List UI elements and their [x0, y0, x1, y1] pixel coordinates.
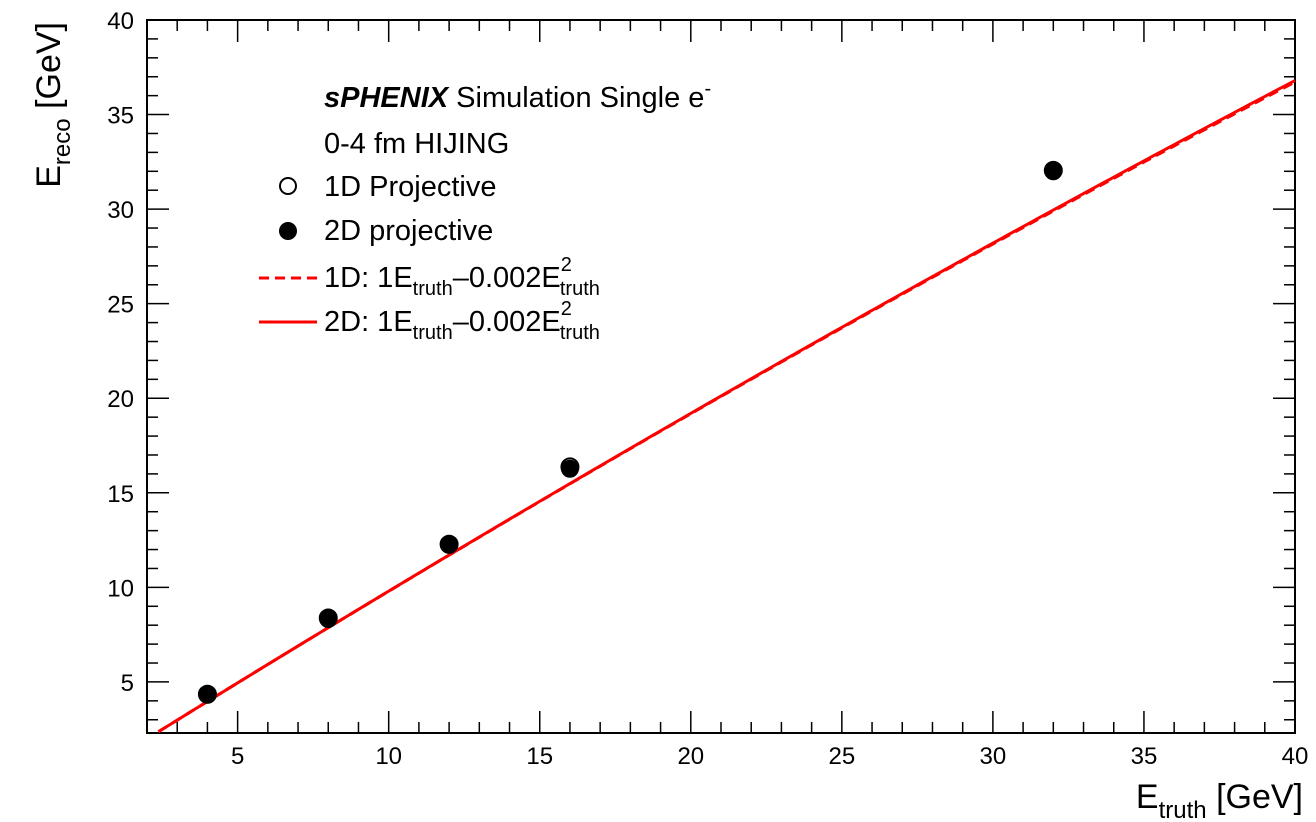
plot-area [157, 79, 1296, 733]
annotation-line1: sPHENIX Simulation Single e- [324, 78, 711, 114]
legend-label-1d: 1D Projective [324, 171, 496, 203]
data-point-2d [560, 459, 579, 478]
x-tick-label: 5 [231, 743, 244, 770]
x-tick-label: 20 [677, 743, 704, 770]
x-tick-label: 25 [828, 743, 855, 770]
series-2d-points [198, 162, 1063, 704]
data-point-2d [198, 685, 217, 704]
legend-marker-1d [279, 177, 297, 195]
y-tick-label: 30 [107, 197, 134, 224]
y-tick-label: 15 [107, 481, 134, 508]
fit-curve-2d [157, 79, 1296, 733]
legend-label-2d-fit: 2D: 1Etruth–0.002E2 truth [324, 298, 600, 344]
legend-label-2d: 2D projective [324, 215, 493, 247]
y-tick-label: 40 [107, 8, 134, 35]
y-tick-label: 25 [107, 292, 134, 319]
x-tick-label: 40 [1282, 743, 1309, 770]
legend-marker-2d [279, 222, 297, 240]
data-point-2d [440, 535, 459, 554]
legend: 1D Projective 2D projective 1D: 1Etruth–… [259, 171, 600, 344]
plot-frame [146, 19, 1296, 734]
annotation-line2: 0-4 fm HIJING [324, 128, 509, 160]
axis-ticks [146, 19, 1296, 733]
data-point-2d [319, 609, 338, 628]
y-tick-label: 35 [107, 103, 134, 130]
x-tick-label: 10 [375, 743, 402, 770]
data-point-2d [1044, 162, 1063, 181]
x-axis-title: Etruth [GeV] [1136, 778, 1303, 822]
y-tick-label: 10 [107, 575, 134, 602]
y-axis-title: Ereco [GeV] [30, 22, 76, 188]
x-tick-label: 15 [526, 743, 553, 770]
y-tick-labels: 5 10 15 20 25 30 35 40 [107, 8, 134, 697]
y-tick-label: 5 [121, 670, 134, 697]
legend-label-1d-fit: 1D: 1Etruth–0.002E2 truth [324, 254, 600, 300]
x-tick-label: 30 [980, 743, 1007, 770]
x-tick-labels: 5 10 15 20 25 30 35 40 [231, 743, 1308, 770]
y-tick-label: 20 [107, 386, 134, 413]
x-tick-label: 35 [1131, 743, 1158, 770]
